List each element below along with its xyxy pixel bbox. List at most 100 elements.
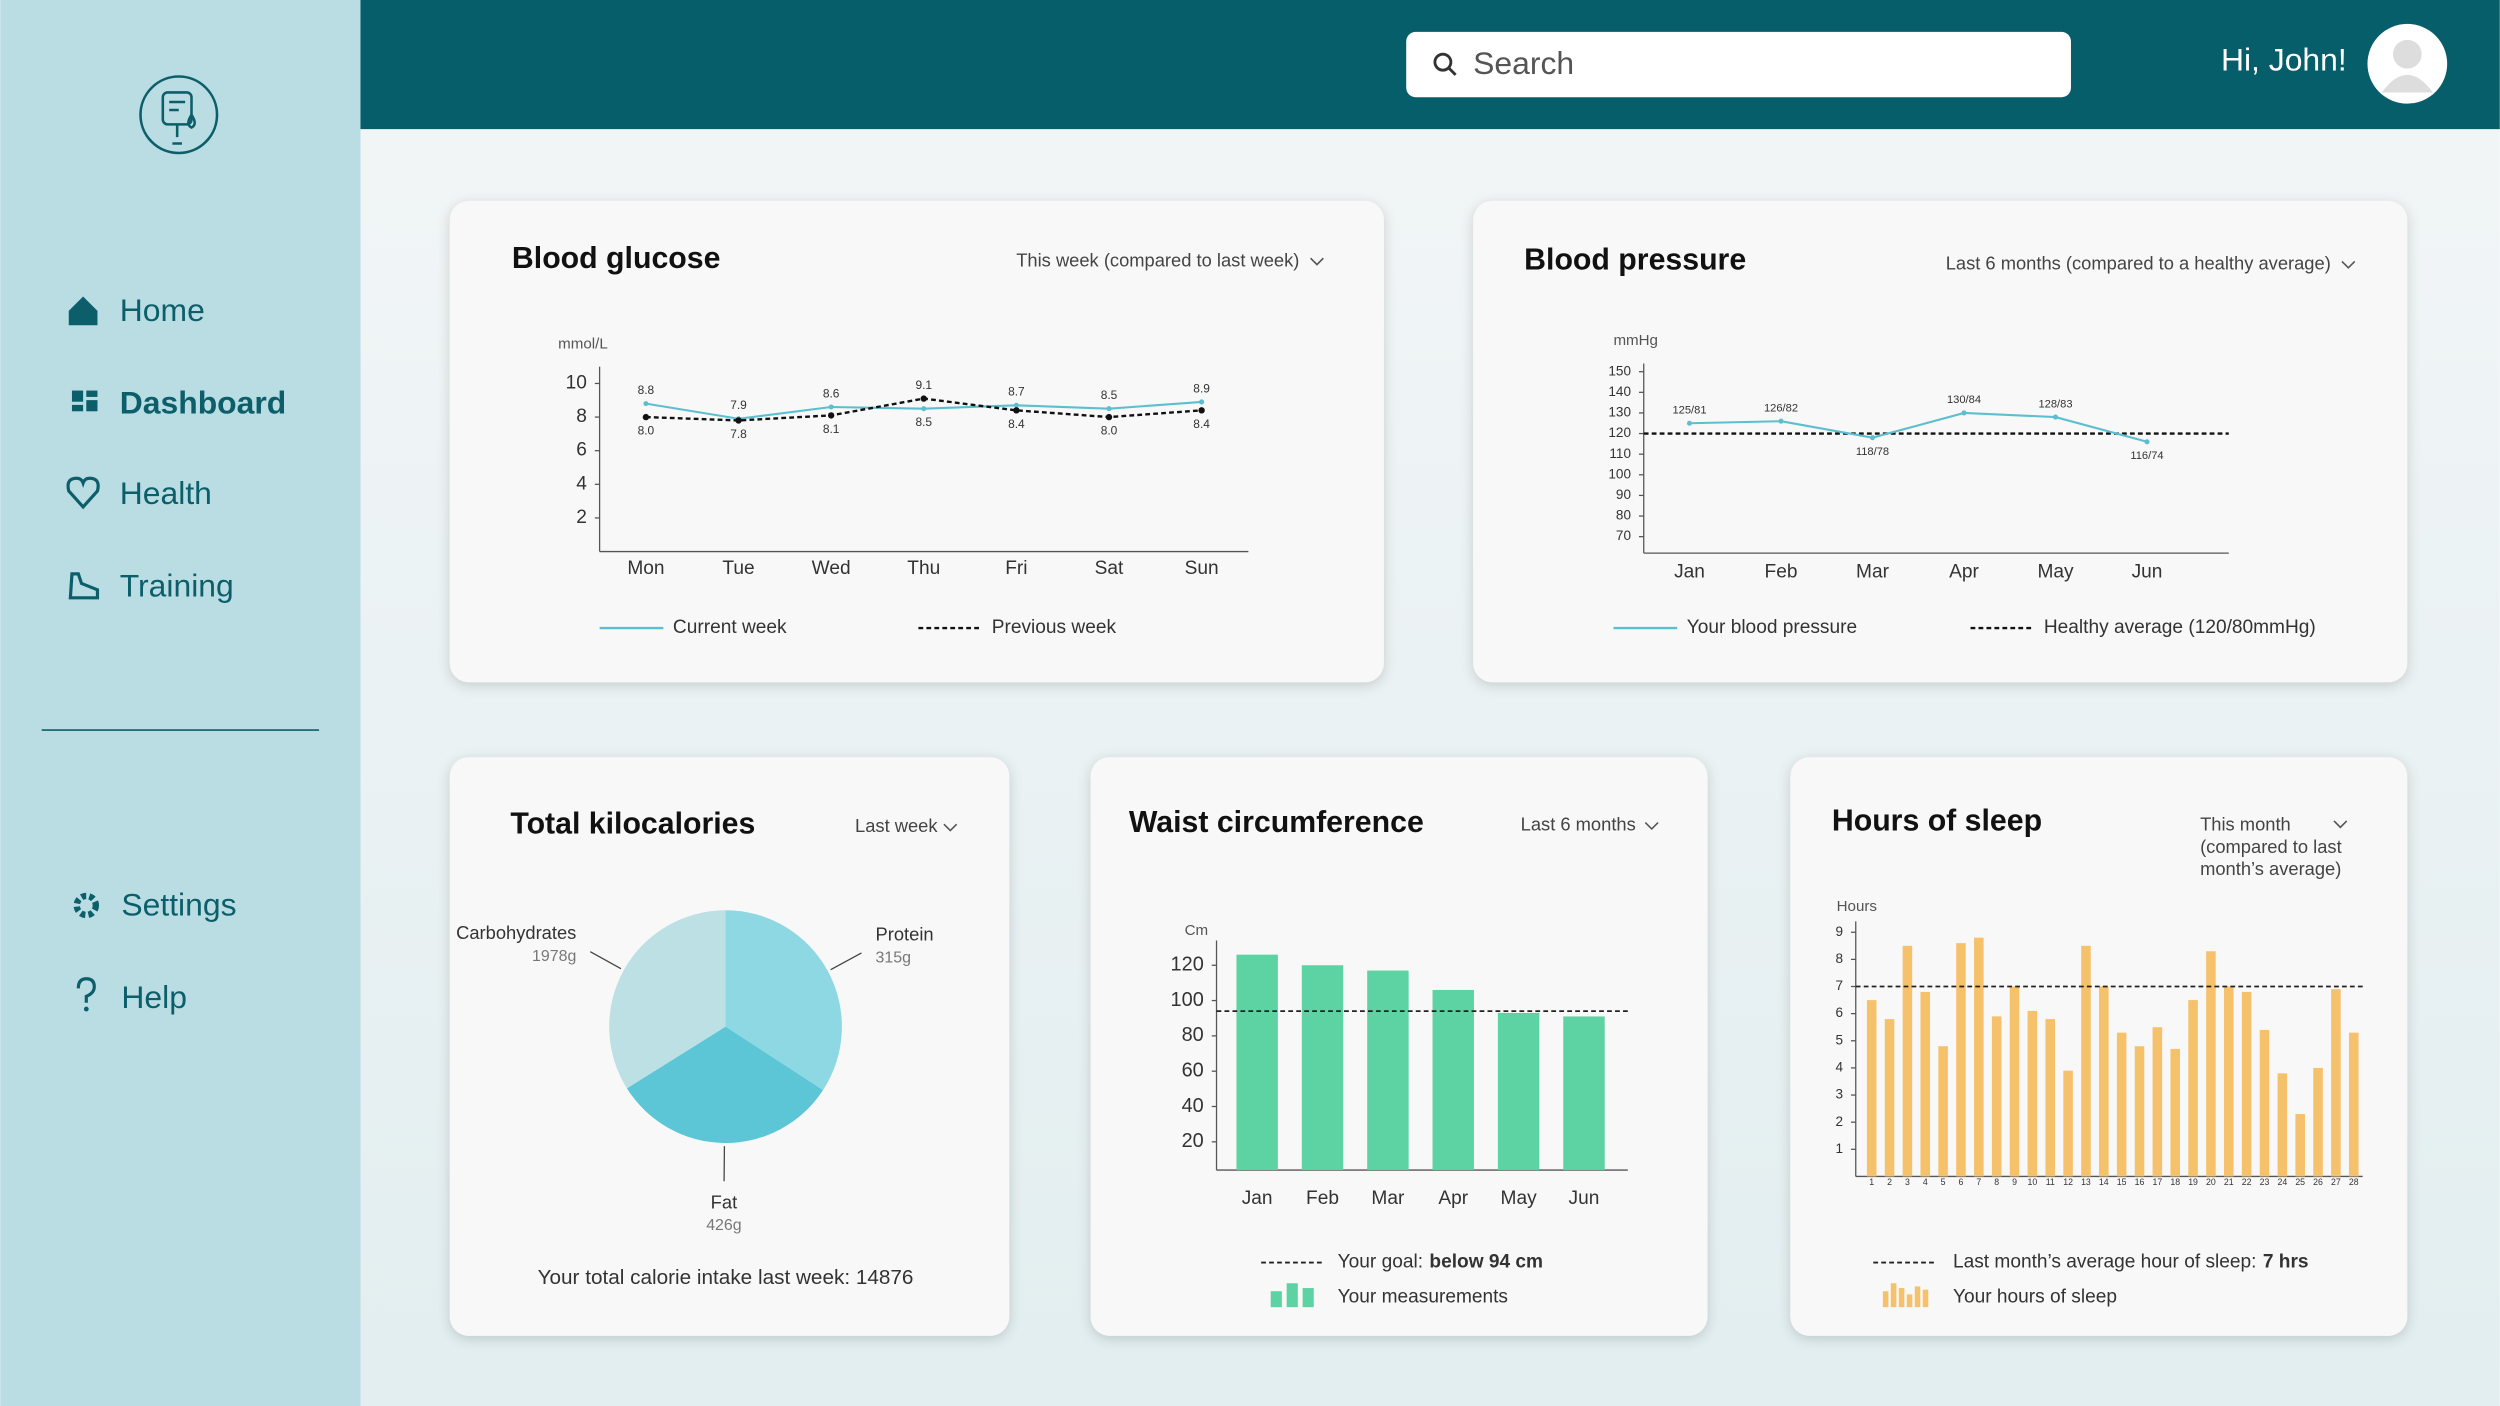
nav-item[interactable]: Help: [121, 979, 187, 1015]
x-tick-label: 22: [2242, 1177, 2252, 1187]
bar: [2134, 1046, 2145, 1177]
data-point: [1686, 420, 1693, 426]
y-tick-label: 120: [1171, 954, 1204, 976]
y-axis-unit: Cm: [1185, 922, 1209, 939]
filter-label[interactable]: (compared to last: [2200, 836, 2342, 857]
filter-label[interactable]: month’s average): [2200, 858, 2341, 879]
bar: [2259, 1029, 2270, 1177]
leader-line: [830, 952, 862, 971]
data-label: 8.0: [1101, 424, 1118, 438]
bar: [1563, 1016, 1605, 1171]
legend-swatch: [1914, 1286, 1921, 1308]
filter-label[interactable]: Last 6 months: [1521, 814, 1636, 835]
x-tick-label: 6: [1959, 1177, 1964, 1187]
x-tick-label: 8: [1994, 1177, 1999, 1187]
x-tick-label: Mon: [627, 558, 664, 579]
chart-title: Total kilocalories: [510, 808, 755, 841]
y-tick-label: 6: [576, 440, 587, 461]
legend-label: Your goal: below 94 cm: [1338, 1252, 1543, 1273]
nav-item[interactable]: Health: [120, 475, 212, 511]
nav-item[interactable]: Dashboard: [120, 384, 287, 420]
filter-label[interactable]: Last week: [855, 815, 938, 836]
bar: [1974, 937, 1984, 1177]
bar: [2348, 1032, 2359, 1177]
bar: [1902, 945, 1913, 1177]
card: [1790, 757, 2408, 1336]
y-tick-label: 80: [1182, 1024, 1204, 1046]
x-tick-label: 3: [1905, 1177, 1910, 1187]
legend-swatch: [1906, 1294, 1913, 1308]
y-tick-label: 100: [1171, 989, 1204, 1011]
data-point: [1106, 406, 1112, 412]
x-tick-label: Apr: [1438, 1188, 1468, 1209]
x-tick-label: Jun: [1569, 1188, 1600, 1209]
y-tick-label: 150: [1608, 363, 1631, 378]
data-label: 116/74: [2130, 450, 2163, 462]
data-point: [1198, 407, 1205, 414]
dropdown-chevron[interactable]: [2341, 260, 2356, 269]
data-label: 8.5: [915, 415, 932, 429]
dropdown-chevron[interactable]: [2333, 820, 2348, 829]
x-tick-label: 9: [2012, 1177, 2017, 1187]
y-tick-label: 2: [1835, 1114, 1843, 1129]
bar: [2241, 991, 2252, 1177]
avatar[interactable]: [2367, 23, 2448, 104]
chart-title: Hours of sleep: [1832, 805, 2042, 838]
legend-label: Your blood pressure: [1687, 617, 1857, 638]
bar: [1301, 965, 1344, 1171]
search-box[interactable]: [1406, 31, 2071, 98]
dropdown-chevron[interactable]: [1310, 257, 1324, 266]
bar: [2027, 1010, 2038, 1177]
x-tick-label: Feb: [1306, 1188, 1339, 1209]
series-line: [1689, 411, 2148, 443]
slice-label: Carbohydrates: [456, 922, 576, 943]
dropdown-chevron[interactable]: [943, 823, 958, 832]
filter-label[interactable]: This month: [2200, 814, 2291, 835]
x-tick-label: Apr: [1949, 561, 1979, 582]
data-label: 8.6: [823, 386, 840, 400]
y-tick-label: 40: [1182, 1095, 1204, 1117]
bar: [2277, 1073, 2288, 1177]
y-tick-label: 60: [1182, 1059, 1204, 1081]
data-point: [643, 401, 649, 407]
x-tick-label: 1: [1869, 1177, 1874, 1187]
data-point: [2144, 439, 2150, 445]
data-point: [1778, 418, 1784, 424]
data-label: 8.7: [1008, 385, 1025, 399]
x-tick-label: 20: [2206, 1177, 2216, 1187]
data-point: [1869, 435, 1876, 441]
legend-swatch: [1270, 1291, 1282, 1308]
y-tick-label: 20: [1182, 1130, 1204, 1152]
search-placeholder[interactable]: Search: [1473, 45, 1574, 81]
x-tick-label: 12: [2063, 1177, 2073, 1187]
legend-text: Last month’s average hour of sleep:: [1953, 1252, 2256, 1273]
filter-label[interactable]: Last 6 months (compared to a healthy ave…: [1946, 252, 2331, 273]
slice-amount: 1978g: [532, 948, 576, 965]
legend-label: Current week: [673, 617, 787, 638]
bar: [2063, 1070, 2073, 1177]
filter-label[interactable]: This week (compared to last week): [1016, 249, 1299, 270]
bar: [2223, 986, 2234, 1177]
x-tick-label: 24: [2277, 1177, 2287, 1187]
nav-item[interactable]: Home: [120, 292, 205, 328]
nav-item[interactable]: Settings: [121, 886, 236, 922]
legend-label: Your hours of sleep: [1953, 1287, 2117, 1308]
x-tick-label: 13: [2081, 1177, 2091, 1187]
data-label: 118/78: [1856, 446, 1889, 458]
x-tick-label: Tue: [722, 558, 754, 579]
nav-item[interactable]: Training: [120, 568, 234, 604]
data-point: [827, 412, 835, 419]
x-tick-label: 27: [2331, 1177, 2341, 1187]
legend-swatch: [1922, 1289, 1929, 1308]
bar: [2206, 951, 2216, 1177]
bar: [1991, 1016, 2002, 1177]
logo: [139, 75, 219, 155]
bar: [2116, 1032, 2127, 1177]
dropdown-chevron[interactable]: [1644, 821, 1659, 831]
data-point: [1961, 410, 1967, 416]
x-tick-label: 2: [1887, 1177, 1892, 1187]
y-tick-label: 100: [1608, 466, 1631, 481]
legend-label: Last month’s average hour of sleep: 7 hrs: [1953, 1252, 2309, 1273]
x-tick-label: 15: [2117, 1177, 2127, 1187]
chart-title: Blood glucose: [512, 242, 721, 275]
